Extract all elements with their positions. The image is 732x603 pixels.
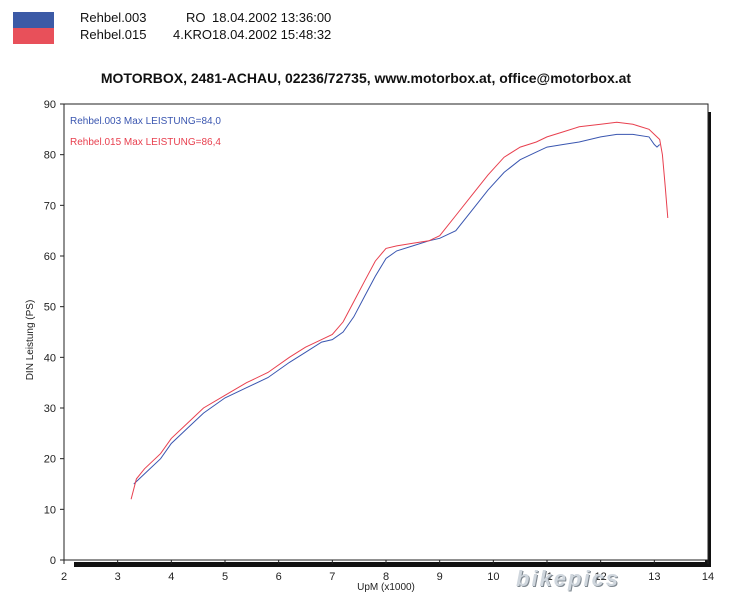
y-tick-label: 70	[44, 200, 56, 212]
series-line-2	[130, 121, 669, 500]
x-tick-label: 7	[329, 571, 335, 583]
x-tick-label: 9	[437, 571, 443, 583]
y-tick-label: 60	[44, 251, 56, 263]
run-2-file: Rehbel.015	[80, 27, 147, 42]
axis-ticks: 2 3 4 5 6 7 8 9 10 11 12 13 14 0 10 20 30 40 50 60 70 80 90	[44, 99, 714, 583]
x-tick-label: 14	[702, 571, 714, 583]
x-tick-label: 4	[168, 571, 174, 583]
run-1-color-swatch	[13, 12, 54, 28]
y-axis-label: DIN Leistung (PS)	[25, 300, 36, 381]
x-tick-label: 11	[541, 571, 552, 583]
y-tick-label: 20	[44, 454, 56, 466]
x-tick-label: 2	[61, 571, 67, 583]
plot-area	[63, 103, 709, 561]
series-line-1	[133, 133, 661, 485]
watermark-logo: bikepics	[516, 566, 621, 591]
y-tick-label: 90	[44, 99, 56, 111]
x-tick-label: 8	[383, 571, 389, 583]
y-tick-label: 50	[44, 302, 56, 314]
run-1-datetime: 18.04.2002 13:36:00	[212, 10, 332, 25]
run-2-color-swatch	[13, 28, 54, 44]
y-tick-label: 40	[44, 352, 56, 364]
x-tick-label: 6	[276, 571, 282, 583]
run-1-tag: RO	[186, 10, 206, 25]
series-label-1: Rehbel.003 Max LEISTUNG=84,0	[70, 116, 221, 127]
x-tick-label: 12	[595, 571, 607, 583]
y-tick-label: 80	[44, 150, 56, 162]
run-2-tag: 4.KRO	[173, 27, 213, 42]
y-tick-label: 30	[44, 403, 56, 415]
x-tick-label: 3	[115, 571, 121, 583]
y-tick-label: 10	[44, 504, 56, 516]
series-lines	[130, 121, 669, 500]
run-2-datetime: 18.04.2002 15:48:32	[212, 27, 332, 42]
x-axis-label: UpM (x1000)	[357, 582, 415, 593]
x-tick-label: 13	[648, 571, 660, 583]
plot-shadow-bottom	[74, 562, 711, 567]
y-tick-label: 0	[50, 555, 56, 567]
run-1-file: Rehbel.003	[80, 10, 147, 25]
x-tick-label: 10	[487, 571, 499, 583]
x-tick-label: 5	[222, 571, 228, 583]
page-title: MOTORBOX, 2481-ACHAU, 02236/72735, www.m…	[100, 70, 632, 86]
series-label-2: Rehbel.015 Max LEISTUNG=86,4	[70, 137, 221, 148]
